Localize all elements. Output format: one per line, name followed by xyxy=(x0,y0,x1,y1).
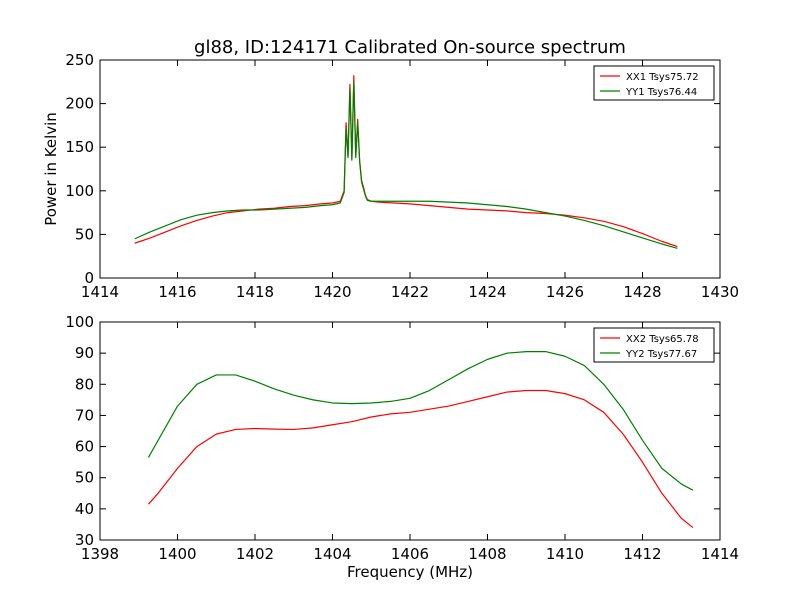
bottom-x-tick-label: 1414 xyxy=(701,545,739,563)
top-legend-label-2: YY1 Tsys76.44 xyxy=(625,87,697,98)
bottom-series-line-1 xyxy=(147,389,694,529)
bottom-x-tick-label: 1408 xyxy=(468,545,506,563)
bottom-legend-label-2: YY2 Tsys77.67 xyxy=(625,349,697,360)
top-y-tick-label: 50 xyxy=(75,225,94,243)
top-x-tick-label: 1418 xyxy=(236,283,274,301)
bottom-legend-box xyxy=(593,327,715,363)
bottom-x-tick-label: 1404 xyxy=(313,545,351,563)
bottom-y-tick-label: 50 xyxy=(75,469,94,487)
bottom-x-tick-label: 1398 xyxy=(81,545,119,563)
bottom-y-tick-label: 100 xyxy=(65,313,94,331)
top-y-axis-label: Power in Kelvin xyxy=(42,112,60,226)
top-x-tick-label: 1420 xyxy=(313,283,351,301)
bottom-y-tick-label: 60 xyxy=(75,438,94,456)
top-y-tick-label: 250 xyxy=(65,51,94,69)
top-y-tick-label: 150 xyxy=(65,138,94,156)
bottom-y-tick-label: 40 xyxy=(75,500,94,518)
top-x-tick-label: 1424 xyxy=(468,283,506,301)
top-y-tick-label: 200 xyxy=(65,95,94,113)
top-series-line-2 xyxy=(134,81,678,249)
bottom-x-tick-label: 1406 xyxy=(391,545,429,563)
top-x-tick-label: 1426 xyxy=(546,283,584,301)
top-legend-box xyxy=(593,65,715,101)
bottom-subplot: Frequency (MHz) 1398 1400 1402 1404 1406 1408… xyxy=(65,313,739,581)
top-legend: XX1 Tsys75.72 YY1 Tsys76.44 xyxy=(593,65,715,101)
top-x-tick-label: 1430 xyxy=(701,283,739,301)
top-x-tick-label: 1416 xyxy=(158,283,196,301)
bottom-x-tick-label: 1412 xyxy=(623,545,661,563)
bottom-x-tick-label: 1402 xyxy=(236,545,274,563)
top-y-tick-label: 0 xyxy=(84,269,94,287)
chart-title: gl88, ID:124171 Calibrated On-source spe… xyxy=(194,37,626,58)
bottom-legend: XX2 Tsys65.78 YY2 Tsys77.67 xyxy=(593,327,715,363)
bottom-y-tick-label: 90 xyxy=(75,344,94,362)
top-subplot: gl88, ID:124171 Calibrated On-source spe… xyxy=(42,37,739,301)
bottom-x-axis-label: Frequency (MHz) xyxy=(347,563,473,581)
bottom-y-tick-label: 80 xyxy=(75,375,94,393)
bottom-y-tick-label: 30 xyxy=(75,531,94,549)
top-legend-label-1: XX1 Tsys75.72 xyxy=(626,72,699,83)
bottom-legend-label-1: XX2 Tsys65.78 xyxy=(626,334,699,345)
bottom-x-tick-label: 1400 xyxy=(158,545,196,563)
top-x-tick-label: 1422 xyxy=(391,283,429,301)
top-x-tick-label: 1414 xyxy=(81,283,119,301)
bottom-x-tick-label: 1410 xyxy=(546,545,584,563)
bottom-series-line-2 xyxy=(147,350,694,491)
top-x-tick-label: 1428 xyxy=(623,283,661,301)
top-y-tick-label: 100 xyxy=(65,182,94,200)
bottom-y-tick-label: 70 xyxy=(75,406,94,424)
